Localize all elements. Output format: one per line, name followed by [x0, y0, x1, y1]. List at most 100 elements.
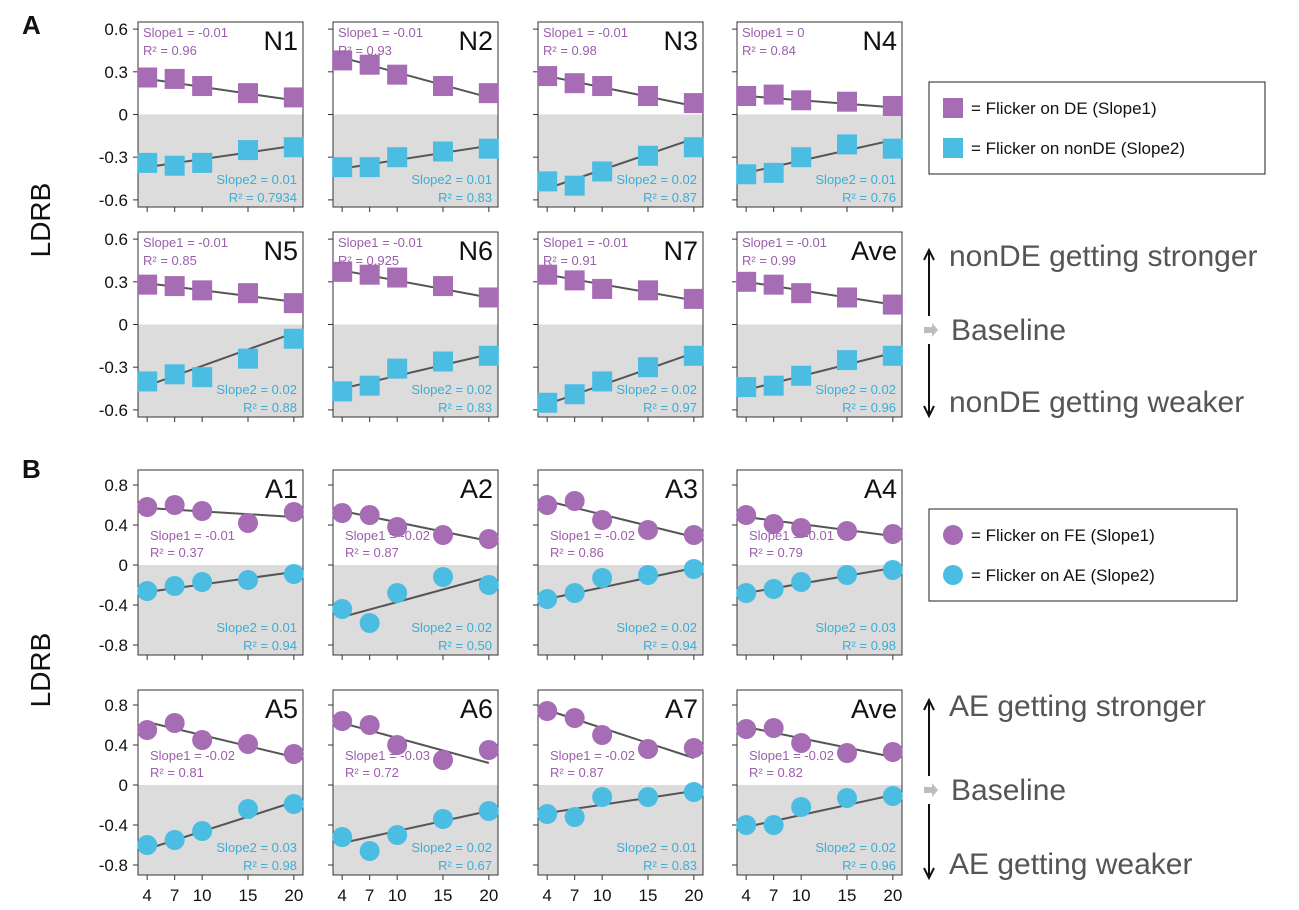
data-marker: [791, 365, 812, 386]
legend-label: = Flicker on nonDE (Slope2): [971, 139, 1185, 158]
plot-frame: [736, 689, 903, 876]
data-marker: [137, 581, 158, 601]
data-marker: [283, 794, 304, 814]
subplot-A-N2: N2 Slope1 = -0.01 R² = 0.93 Slope2 = 0.01 R²…: [328, 21, 499, 212]
slope2-text: Slope2 = 0.02: [815, 382, 896, 397]
subplot-A-N4: N4 Slope1 = 0 R² = 0.84 Slope2 = 0.01 R² = 0…: [732, 21, 903, 212]
data-marker: [837, 350, 857, 371]
data-marker: [736, 815, 757, 835]
subplot-B-A2: A2 Slope1 = -0.02 R² = 0.87 Slope2 = 0.02 R²…: [328, 469, 499, 660]
slope2-text: Slope2 = 0.02: [815, 840, 896, 855]
data-marker: [638, 565, 658, 585]
slope1-text: Slope1 = -0.02: [550, 528, 635, 543]
slope2-text: Slope2 = 0.01: [616, 840, 697, 855]
r2-1-text: R² = 0.87: [345, 545, 399, 560]
data-marker: [387, 358, 408, 379]
data-marker: [283, 744, 304, 764]
baseline-arrow: [924, 783, 938, 797]
r2-1-text: R² = 0.72: [345, 765, 399, 780]
data-marker: [537, 66, 558, 87]
negative-region: [538, 565, 703, 655]
data-marker: [387, 64, 408, 85]
data-marker: [736, 583, 757, 603]
stronger-label: nonDE getting stronger: [949, 240, 1258, 273]
data-marker: [683, 137, 704, 158]
r2-1-text: R² = 0.99: [742, 253, 796, 268]
y-tick-label: 0.6: [104, 230, 128, 249]
data-marker: [283, 293, 304, 314]
data-marker: [332, 261, 353, 282]
data-marker: [433, 276, 453, 297]
data-marker: [238, 799, 258, 819]
subplot-A-N5: 0.6 0.3 0 -0.3 -0.6 N5 Slope1 = -0.01 R² = 0.85…: [99, 230, 304, 422]
subplot-title: N5: [263, 236, 298, 266]
r2-1-text: R² = 0.91: [543, 253, 597, 268]
y-tick-label: 0: [119, 556, 128, 575]
data-marker: [791, 283, 812, 304]
legend-marker: [943, 98, 963, 118]
data-marker: [387, 825, 408, 845]
r2-2-text: R² = 0.67: [438, 858, 492, 873]
data-marker: [683, 738, 704, 758]
x-tick-label: 10: [193, 886, 212, 905]
x-tick-label: 4: [741, 886, 750, 905]
y-tick-label: -0.4: [99, 596, 128, 615]
data-marker: [882, 742, 903, 762]
panel-label-b: B: [22, 454, 41, 484]
data-marker: [791, 147, 812, 168]
data-marker: [638, 520, 658, 540]
x-tick-label: 10: [792, 886, 811, 905]
legend-b: = Flicker on FE (Slope1) = Flicker on AE …: [928, 508, 1238, 602]
data-marker: [137, 720, 158, 740]
r2-1-text: R² = 0.85: [143, 253, 197, 268]
data-marker: [683, 525, 704, 545]
slope1-text: Slope1 = -0.01: [143, 25, 228, 40]
data-marker: [332, 157, 353, 178]
x-tick-label: 15: [434, 886, 453, 905]
data-marker: [882, 560, 903, 580]
data-marker: [564, 807, 585, 827]
x-tick-label: 7: [170, 886, 179, 905]
r2-2-text: R² = 0.83: [438, 400, 492, 415]
data-marker: [387, 583, 408, 603]
r2-2-text: R² = 0.88: [243, 400, 297, 415]
data-marker: [763, 718, 784, 738]
r2-1-text: R² = 0.84: [742, 43, 796, 58]
y-tick-label: 0.6: [104, 20, 128, 39]
arrow-up-head: [923, 697, 935, 711]
subplot-B-A1: 0.8 0.4 0 -0.4 -0.8 A1 Slope1 = -0.01 R² = 0.37…: [99, 469, 304, 660]
data-marker: [359, 505, 380, 525]
slope2-text: Slope2 = 0.03: [216, 840, 297, 855]
slope2-text: Slope2 = 0.02: [411, 382, 492, 397]
subplot-title: A3: [665, 474, 698, 504]
plot-frame: [137, 469, 304, 656]
arrow-down-head: [923, 405, 935, 419]
baseline-label: Baseline: [951, 314, 1066, 347]
slope1-text: Slope1 = -0.01: [749, 528, 834, 543]
y-tick-label: 0.4: [104, 736, 128, 755]
data-marker: [238, 734, 258, 754]
slope2-text: Slope2 = 0.01: [216, 620, 297, 635]
plot-frame: [332, 469, 499, 656]
data-marker: [283, 564, 304, 584]
data-marker: [736, 271, 757, 292]
data-marker: [564, 583, 585, 603]
negative-region: [333, 785, 498, 875]
subplot-title: N4: [862, 26, 897, 56]
data-marker: [164, 576, 185, 596]
data-marker: [564, 270, 585, 291]
data-marker: [592, 161, 613, 182]
y-tick-label: 0: [119, 106, 128, 125]
data-marker: [882, 294, 903, 315]
data-marker: [283, 502, 304, 522]
plot-frame: [736, 469, 903, 656]
data-marker: [359, 264, 380, 285]
data-marker: [478, 740, 499, 760]
arrow-down-head: [923, 867, 935, 881]
x-tick-label: 7: [365, 886, 374, 905]
subplot-title: A1: [265, 474, 298, 504]
r2-1-text: R² = 0.81: [150, 765, 204, 780]
data-marker: [359, 841, 380, 861]
data-marker: [837, 91, 857, 112]
